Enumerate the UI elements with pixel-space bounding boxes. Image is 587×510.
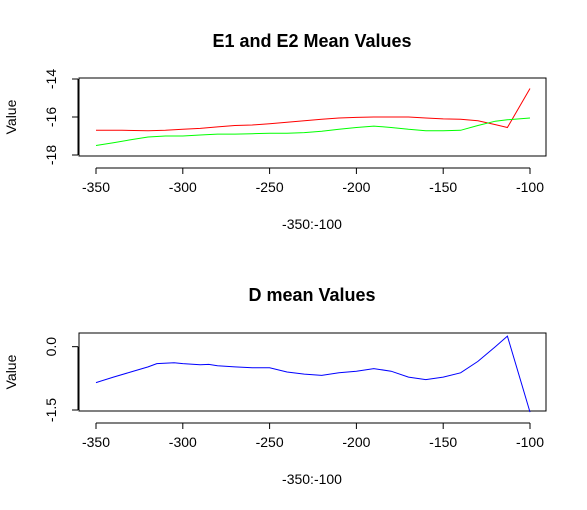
x-tick-label: -200: [342, 179, 370, 195]
series-line-1: [96, 88, 531, 132]
y-tick-label: -1.5: [43, 398, 59, 422]
x-tick-label: -150: [429, 179, 457, 195]
x-tick-label: -350: [82, 179, 110, 195]
plot-series: [95, 88, 531, 146]
x-axis-label: -350:-100: [282, 471, 342, 487]
x-tick-label: -100: [516, 434, 544, 450]
x-tick-label: -100: [516, 179, 544, 195]
chart-title: D mean Values: [248, 285, 375, 305]
chart-title: E1 and E2 Mean Values: [212, 31, 411, 51]
y-axis-label: Value: [3, 354, 19, 389]
plot-box: [78, 332, 547, 412]
x-tick-label: -250: [256, 434, 284, 450]
plot-box: [78, 77, 547, 157]
series-line-1: [95, 335, 531, 413]
x-axis: -350 -300 -250 -200 -150 -100: [82, 167, 544, 195]
x-tick-label: -300: [169, 434, 197, 450]
x-tick-label: -300: [169, 179, 197, 195]
plot-series: [95, 335, 531, 413]
y-tick-label: -14: [43, 69, 59, 89]
y-tick-label: 0.0: [43, 337, 59, 357]
chart-d-mean: D mean Values -350 -300 -250 -200 -150 -100 -…: [3, 285, 547, 487]
y-tick-label: -18: [43, 145, 59, 165]
series-line-2: [95, 117, 531, 146]
chart-e1-e2: E1 and E2 Mean Values -350 -300 -250 -200 -1…: [3, 31, 547, 232]
x-axis-label: -350:-100: [282, 216, 342, 232]
x-tick-label: -200: [342, 434, 370, 450]
y-tick-label: -16: [43, 107, 59, 127]
y-axis: -18 -16 -14: [43, 69, 79, 165]
x-tick-label: -350: [82, 434, 110, 450]
x-tick-label: -250: [256, 179, 284, 195]
y-axis-label: Value: [3, 99, 19, 134]
x-axis: -350 -300 -250 -200 -150 -100: [82, 422, 544, 450]
y-axis: -1.5 0.0: [43, 337, 79, 422]
x-tick-label: -150: [429, 434, 457, 450]
